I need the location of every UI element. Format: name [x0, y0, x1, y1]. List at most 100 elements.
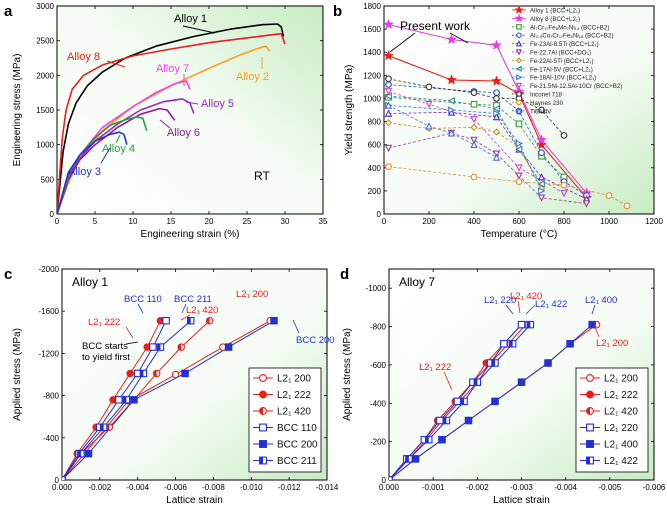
data-point — [446, 33, 457, 45]
point-label: L2₁ 200 — [236, 289, 268, 300]
legend-marker — [515, 65, 522, 72]
x-tick-label: -0.010 — [240, 483, 263, 492]
series-line — [57, 116, 148, 214]
series-line — [62, 320, 271, 480]
data-point — [515, 178, 523, 185]
y-tick-label: 0 — [55, 476, 60, 485]
x-tick-label: 0 — [382, 217, 387, 226]
data-point — [493, 89, 500, 97]
data-point — [493, 109, 501, 118]
legend-box — [248, 367, 322, 473]
series-line — [57, 23, 285, 214]
x-axis-label: Lattice strain — [493, 495, 550, 506]
data-point-half — [443, 417, 447, 424]
legend-entry: L2₁ 200 — [277, 374, 311, 385]
y-tick-label: 1400 — [363, 48, 381, 57]
data-point — [537, 180, 545, 188]
legend-entry: L2₁ 200 — [604, 374, 638, 385]
y-tick-label: 1600 — [363, 25, 381, 34]
series-label: Alloy 2 — [236, 71, 269, 83]
curves — [389, 320, 601, 480]
annotation-rt: RT — [254, 169, 270, 183]
point-label: BCC 200 — [296, 335, 335, 346]
data-point-half — [405, 455, 409, 463]
y-axis-label: Engineering stress (MPa) — [12, 54, 23, 167]
legend-marker — [259, 390, 267, 399]
data-point — [425, 100, 433, 109]
data-point — [566, 340, 574, 348]
data-point — [438, 435, 446, 444]
panel-letter: b — [333, 3, 342, 20]
data-point — [384, 119, 393, 127]
point-label-leader — [181, 303, 187, 314]
y-tick-label: -1000 — [366, 284, 387, 293]
data-point — [517, 320, 526, 329]
data-point-half — [140, 370, 144, 377]
plot-frame — [56, 5, 324, 215]
series-line — [388, 122, 542, 189]
label-leader — [182, 25, 216, 34]
y-tick-label: 2000 — [36, 71, 54, 80]
series-line — [57, 107, 176, 214]
data-point — [126, 369, 134, 378]
y-tick-label: -800 — [370, 323, 387, 332]
series-line — [388, 105, 497, 158]
curves — [62, 316, 278, 480]
legend-marker — [516, 91, 522, 97]
point-label: L2₁ 420 — [510, 291, 542, 302]
data-point — [470, 140, 478, 149]
data-point — [448, 106, 456, 114]
series-line — [62, 320, 275, 480]
y-tick-label: -400 — [43, 434, 60, 443]
series-line — [388, 96, 565, 178]
data-point — [115, 396, 123, 404]
y-axis-label: Yield strength (MPa) — [344, 65, 355, 156]
series-line — [388, 166, 628, 207]
legend-marker — [515, 82, 523, 90]
y-tick-label: -1600 — [39, 307, 60, 316]
point-label-leader — [591, 304, 596, 315]
point-label-leader — [125, 326, 134, 339]
data-point-half — [509, 340, 513, 348]
y-tick-label: 0 — [382, 476, 387, 485]
data-point — [384, 109, 393, 117]
legend-entry: Alloy 1 (BCC+L2₁) — [530, 8, 580, 15]
data-point — [464, 416, 473, 425]
legend-entry: Al₇Cr₁₇Fe₈Mn₇Ni₁₄ (BCC+B2) — [530, 24, 609, 31]
data-point — [181, 369, 189, 378]
data-point — [470, 173, 478, 181]
x-tick-label: 25 — [243, 217, 252, 226]
series-label: Alloy 8 — [67, 51, 100, 63]
data-point — [436, 416, 444, 425]
x-tick-label: -0.012 — [278, 483, 301, 492]
legend-marker — [515, 107, 523, 114]
legend: Alloy 1 (BCC+L2₁)Alloy 8 (BCC+L2₁)Al₇Cr₁… — [512, 5, 622, 115]
data-point — [544, 359, 552, 367]
x-tick-label: 15 — [167, 217, 176, 226]
y-tick-label: -2000 — [39, 265, 60, 274]
legend-entry: Fe-22.7Al (BCC+DO₃) — [530, 50, 591, 57]
x-tick-label: 800 — [557, 217, 571, 226]
legend-marker — [514, 13, 524, 23]
panel-title: Alloy 7 — [399, 275, 435, 289]
legend-entry: L2₁ 400 — [604, 440, 638, 451]
point-label: L2₁ 220 — [484, 295, 516, 306]
x-tick-label: 0.000 — [52, 483, 73, 492]
legend: L2₁ 200 L2₁ 222 L2₁ 420 BCC 110 BCC 200 BCC 2… — [248, 367, 322, 473]
y-tick-label: 1800 — [363, 2, 381, 11]
data-point — [384, 101, 393, 109]
series-line — [388, 105, 542, 192]
data-point — [470, 115, 478, 124]
data-point-half — [153, 370, 157, 377]
data-point — [515, 120, 523, 128]
legend-entry: Alloy 8 (BCC+L2₁) — [530, 16, 580, 23]
legend-entry: Fe-21.5Ni-12.5Al-10Cr (BCC+B2) — [530, 83, 622, 90]
data-point-half — [187, 317, 191, 324]
y-tick-label: 1000 — [363, 94, 381, 103]
x-tick-label: -0.006 — [643, 483, 666, 492]
data-point — [515, 139, 524, 148]
y-tick-label: 3000 — [36, 2, 54, 11]
data-point — [537, 194, 546, 202]
data-point — [384, 50, 394, 61]
panel-letter: a — [4, 3, 13, 20]
